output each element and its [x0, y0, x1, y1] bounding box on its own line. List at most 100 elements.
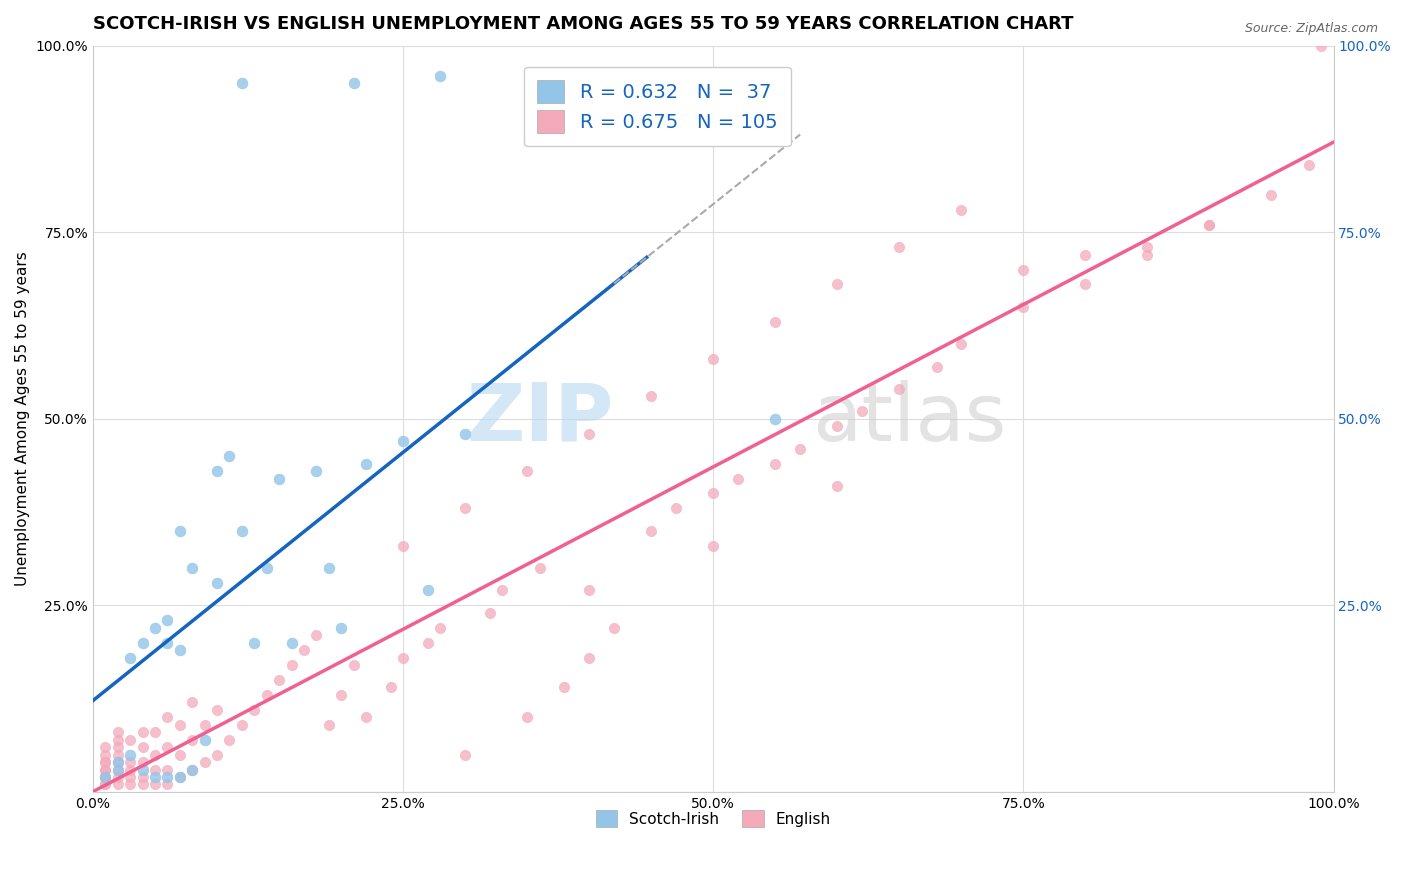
Point: [269, 673, 291, 687]
Point: [143, 770, 166, 784]
Point: [107, 763, 129, 777]
Point: [169, 747, 191, 762]
Point: [156, 770, 179, 784]
Point: [94, 755, 117, 769]
Point: [231, 76, 253, 90]
Point: [156, 636, 179, 650]
Point: [131, 777, 153, 791]
Point: [640, 389, 662, 403]
Point: [318, 718, 340, 732]
Point: [169, 770, 191, 784]
Point: [354, 710, 377, 724]
Point: [280, 636, 302, 650]
Point: [181, 732, 204, 747]
Point: [205, 576, 228, 591]
Point: [416, 583, 439, 598]
Point: [578, 650, 600, 665]
Point: [205, 464, 228, 478]
Point: [156, 763, 179, 777]
Point: [169, 643, 191, 657]
Point: [416, 636, 439, 650]
Text: Source: ZipAtlas.com: Source: ZipAtlas.com: [1244, 22, 1378, 36]
Point: [763, 412, 786, 426]
Point: [156, 613, 179, 627]
Text: atlas: atlas: [813, 380, 1007, 458]
Point: [107, 732, 129, 747]
Point: [94, 770, 117, 784]
Point: [169, 524, 191, 538]
Point: [1298, 158, 1320, 172]
Point: [354, 457, 377, 471]
Text: SCOTCH-IRISH VS ENGLISH UNEMPLOYMENT AMONG AGES 55 TO 59 YEARS CORRELATION CHART: SCOTCH-IRISH VS ENGLISH UNEMPLOYMENT AMO…: [93, 15, 1074, 33]
Point: [665, 501, 688, 516]
Point: [827, 479, 849, 493]
Point: [143, 725, 166, 739]
Point: [218, 732, 240, 747]
Point: [107, 747, 129, 762]
Point: [578, 426, 600, 441]
Point: [107, 725, 129, 739]
Point: [131, 636, 153, 650]
Point: [94, 747, 117, 762]
Point: [827, 419, 849, 434]
Point: [330, 621, 353, 635]
Point: [94, 770, 117, 784]
Point: [318, 561, 340, 575]
Point: [169, 770, 191, 784]
Point: [702, 486, 724, 500]
Point: [120, 650, 142, 665]
Point: [578, 583, 600, 598]
Legend: Scotch-Irish, English: Scotch-Irish, English: [586, 801, 839, 837]
Point: [231, 524, 253, 538]
Point: [256, 561, 278, 575]
Point: [107, 777, 129, 791]
Point: [205, 747, 228, 762]
Point: [131, 763, 153, 777]
Point: [330, 688, 353, 702]
Point: [107, 755, 129, 769]
Point: [1136, 247, 1159, 261]
Point: [889, 382, 911, 396]
Point: [120, 755, 142, 769]
Point: [454, 426, 477, 441]
Point: [1198, 218, 1220, 232]
Point: [342, 658, 364, 673]
Point: [1012, 300, 1035, 314]
Point: [181, 561, 204, 575]
Point: [454, 747, 477, 762]
Point: [429, 69, 451, 83]
Point: [516, 464, 538, 478]
Point: [280, 658, 302, 673]
Point: [454, 501, 477, 516]
Point: [1012, 262, 1035, 277]
Point: [243, 636, 266, 650]
Point: [205, 703, 228, 717]
Point: [156, 777, 179, 791]
Point: [156, 710, 179, 724]
Point: [143, 747, 166, 762]
Point: [256, 688, 278, 702]
Point: [107, 763, 129, 777]
Point: [1198, 218, 1220, 232]
Point: [640, 524, 662, 538]
Point: [231, 718, 253, 732]
Point: [218, 449, 240, 463]
Point: [181, 695, 204, 709]
Point: [727, 471, 749, 485]
Point: [107, 770, 129, 784]
Point: [94, 777, 117, 791]
Point: [94, 740, 117, 755]
Point: [131, 740, 153, 755]
Point: [107, 755, 129, 769]
Point: [1310, 38, 1333, 53]
Point: [120, 763, 142, 777]
Point: [516, 710, 538, 724]
Point: [305, 464, 328, 478]
Point: [479, 606, 502, 620]
Point: [131, 725, 153, 739]
Point: [342, 76, 364, 90]
Point: [156, 740, 179, 755]
Point: [925, 359, 948, 374]
Point: [1074, 277, 1097, 292]
Point: [194, 755, 217, 769]
